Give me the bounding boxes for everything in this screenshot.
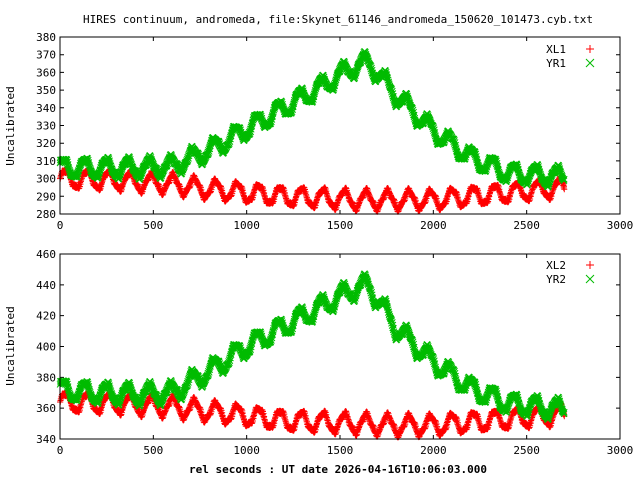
x-axis-label: rel seconds : UT date 2026-04-16T10:06:0…	[189, 463, 487, 476]
y-tick-label: 290	[36, 190, 56, 203]
legend-marker-xl2	[586, 261, 594, 269]
y-tick-label: 300	[36, 173, 56, 186]
panel-top-frame	[59, 36, 621, 215]
y-tick-label: 380	[36, 371, 56, 384]
panel-top: 0 500 1000 1500 2000 2500 3000 280 290 300 310 320 3…	[4, 31, 633, 232]
y-tick-label: 340	[36, 433, 56, 446]
y-tick-label: 460	[36, 248, 56, 261]
y-tick-label: 360	[36, 66, 56, 79]
y-tick-label: 330	[36, 120, 56, 133]
x-tick-label: 1500	[327, 444, 354, 457]
legend-label-yr1: YR1	[546, 57, 566, 70]
panel-bottom-y-axis-label: Uncalibrated	[4, 306, 17, 385]
panel-bottom-frame	[59, 253, 621, 440]
legend-label-xl2: XL2	[546, 259, 566, 272]
y-tick-label: 440	[36, 279, 56, 292]
y-tick-label: 350	[36, 84, 56, 97]
x-tick-label: 1500	[327, 219, 354, 232]
x-tick-label: 1000	[233, 444, 260, 457]
x-tick-label: 2000	[420, 444, 447, 457]
series-yr1	[56, 48, 568, 191]
x-tick-label: 0	[57, 219, 64, 232]
legend-marker-xl1	[586, 45, 594, 53]
panel-bottom-data	[56, 270, 568, 441]
x-tick-label: 0	[57, 444, 64, 457]
x-tick-label: 1000	[233, 219, 260, 232]
panel-top-y-axis-label: Uncalibrated	[4, 86, 17, 165]
y-tick-label: 380	[36, 31, 56, 44]
legend-label-xl1: XL1	[546, 43, 566, 56]
y-tick-label: 320	[36, 137, 56, 150]
x-tick-label: 500	[143, 219, 163, 232]
series-yr2	[56, 270, 568, 423]
y-tick-label: 280	[36, 208, 56, 221]
x-tick-label: 2500	[513, 444, 540, 457]
x-tick-label: 2000	[420, 219, 447, 232]
y-tick-label: 310	[36, 155, 56, 168]
series-yr2-points	[56, 270, 568, 423]
panel-bottom: 0 500 1000 1500 2000 2500 3000 340 360 380 400 420 4…	[4, 248, 633, 457]
x-tick-label: 2500	[513, 219, 540, 232]
y-tick-label: 370	[36, 49, 56, 62]
x-tick-label: 3000	[607, 444, 634, 457]
y-tick-label: 360	[36, 402, 56, 415]
y-tick-label: 340	[36, 102, 56, 115]
legend-label-yr2: YR2	[546, 273, 566, 286]
x-tick-label: 500	[143, 444, 163, 457]
legend-marker-yr1	[585, 58, 595, 68]
panel-top-grid-and-ticks: 0 500 1000 1500 2000 2500 3000 280 290 300 310 320 3…	[36, 31, 633, 232]
legend-marker-yr2	[585, 274, 595, 284]
panel-top-data	[56, 48, 568, 215]
x-tick-label: 3000	[607, 219, 634, 232]
panel-bottom-grid-and-ticks: 0 500 1000 1500 2000 2500 3000 340 360 380 400 420 4…	[36, 248, 633, 457]
series-yr1-points	[56, 48, 568, 191]
chart-title: HIRES continuum, andromeda, file:Skynet_…	[83, 13, 593, 26]
y-tick-label: 400	[36, 341, 56, 354]
y-tick-label: 420	[36, 310, 56, 323]
